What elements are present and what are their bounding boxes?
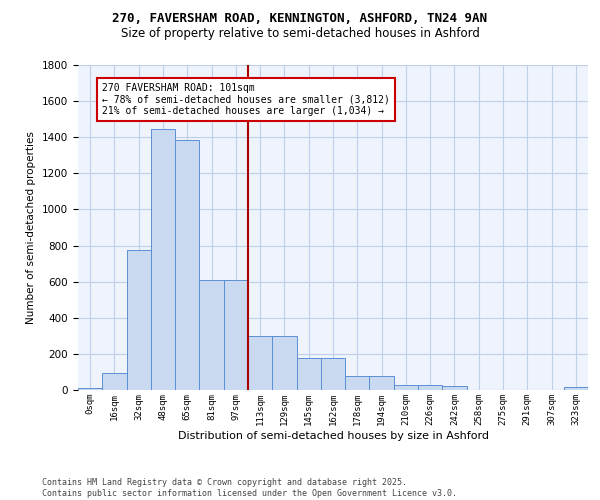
Bar [224, 280, 248, 390]
Bar [151, 129, 175, 390]
Bar [564, 388, 588, 390]
Bar [442, 386, 467, 390]
Text: Contains HM Land Registry data © Crown copyright and database right 2025.
Contai: Contains HM Land Registry data © Crown c… [42, 478, 457, 498]
Bar [248, 336, 272, 390]
Bar [175, 140, 199, 390]
Bar [127, 250, 151, 390]
Bar [345, 376, 370, 390]
Text: 270, FAVERSHAM ROAD, KENNINGTON, ASHFORD, TN24 9AN: 270, FAVERSHAM ROAD, KENNINGTON, ASHFORD… [113, 12, 487, 26]
Bar [296, 358, 321, 390]
Bar [321, 358, 345, 390]
Bar [370, 376, 394, 390]
Bar [418, 385, 442, 390]
Bar [102, 373, 127, 390]
Bar [272, 336, 296, 390]
Bar [394, 385, 418, 390]
Text: 270 FAVERSHAM ROAD: 101sqm
← 78% of semi-detached houses are smaller (3,812)
21%: 270 FAVERSHAM ROAD: 101sqm ← 78% of semi… [102, 83, 390, 116]
Bar [199, 280, 224, 390]
Y-axis label: Number of semi-detached properties: Number of semi-detached properties [26, 131, 37, 324]
Text: Size of property relative to semi-detached houses in Ashford: Size of property relative to semi-detach… [121, 28, 479, 40]
X-axis label: Distribution of semi-detached houses by size in Ashford: Distribution of semi-detached houses by … [178, 430, 488, 440]
Bar [78, 388, 102, 390]
